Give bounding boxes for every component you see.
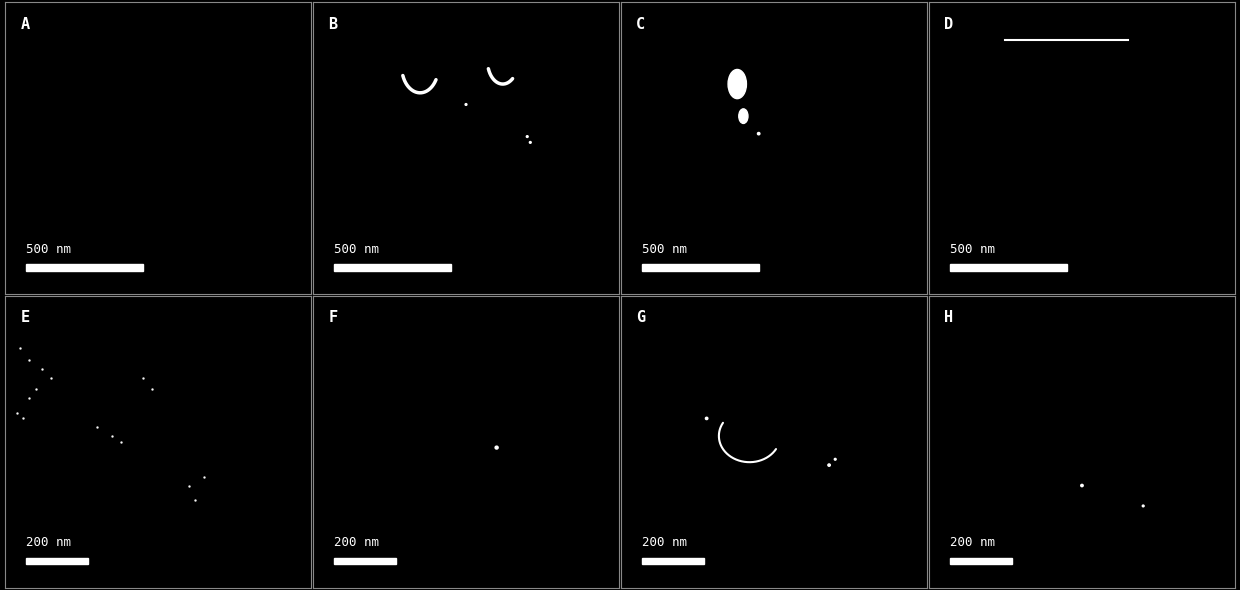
Circle shape [495, 446, 498, 449]
Text: G: G [636, 310, 645, 326]
Text: B: B [329, 17, 337, 32]
Text: 200 nm: 200 nm [642, 536, 687, 549]
Text: A: A [20, 17, 30, 32]
Circle shape [828, 464, 831, 466]
Circle shape [465, 104, 467, 106]
Circle shape [526, 136, 528, 137]
Text: 500 nm: 500 nm [26, 242, 72, 255]
Bar [642, 264, 759, 271]
Circle shape [1142, 505, 1145, 507]
Circle shape [529, 142, 531, 143]
Bar [26, 558, 88, 564]
Bar [950, 264, 1066, 271]
Bar [335, 264, 450, 271]
Text: E: E [20, 310, 30, 326]
Circle shape [1081, 484, 1084, 487]
Bar [335, 558, 396, 564]
Ellipse shape [728, 70, 746, 99]
Ellipse shape [739, 109, 748, 123]
Text: F: F [329, 310, 337, 326]
Text: 500 nm: 500 nm [335, 242, 379, 255]
Text: C: C [636, 17, 645, 32]
Circle shape [835, 458, 836, 460]
Text: 200 nm: 200 nm [26, 536, 72, 549]
Text: D: D [944, 17, 954, 32]
Text: 200 nm: 200 nm [950, 536, 996, 549]
Text: H: H [944, 310, 954, 326]
Text: 500 nm: 500 nm [642, 242, 687, 255]
Circle shape [706, 417, 708, 419]
Bar [642, 558, 703, 564]
Text: 500 nm: 500 nm [950, 242, 996, 255]
Bar [26, 264, 143, 271]
Bar [950, 558, 1012, 564]
Circle shape [758, 133, 760, 135]
Text: 200 nm: 200 nm [335, 536, 379, 549]
